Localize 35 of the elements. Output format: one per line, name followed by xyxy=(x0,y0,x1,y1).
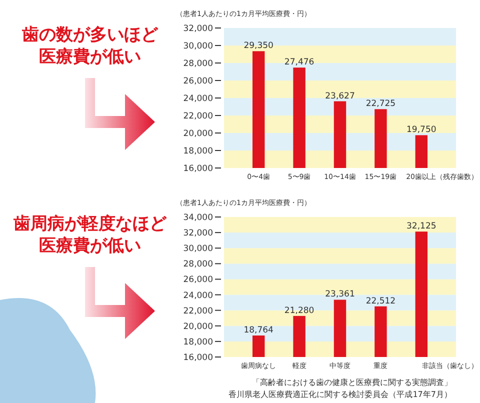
y-tick-label: 28,000 xyxy=(183,260,213,270)
data-label: 23,627 xyxy=(325,91,355,102)
y-tick-label: 26,000 xyxy=(183,275,213,286)
chart-title: 歯周病が軽度なほど xyxy=(12,214,168,234)
y-tick-label: 16,000 xyxy=(183,164,213,174)
text: 医療費が低い xyxy=(39,47,141,67)
data-label: 21,280 xyxy=(284,306,314,316)
y-tick-label: 20,000 xyxy=(183,322,213,332)
y-tick-label: 32,000 xyxy=(183,228,213,239)
text: 医療費が低い xyxy=(39,236,141,256)
data-label: 27,476 xyxy=(284,58,314,68)
data-label: 32,125 xyxy=(406,222,436,232)
data-label: 22,725 xyxy=(366,99,396,110)
y-tick-label: 18,000 xyxy=(183,146,213,156)
y-tick-label: 34,000 xyxy=(183,212,213,223)
y-tick-label: 22,000 xyxy=(183,306,213,316)
data-label: 23,361 xyxy=(325,290,355,300)
y-tick-label: 30,000 xyxy=(183,41,213,52)
data-label: 18,764 xyxy=(244,326,274,336)
y-tick-label: 24,000 xyxy=(183,94,213,104)
y-tick-label: 32,000 xyxy=(183,24,213,34)
data-label: 29,350 xyxy=(244,41,274,52)
y-tick-label: 28,000 xyxy=(183,58,213,69)
y-tick-label: 20,000 xyxy=(183,128,213,139)
data-label: 19,750 xyxy=(406,125,436,136)
text: 「高齢者における歯の健康と医療費に関する実態調査」 xyxy=(252,378,452,387)
y-tick-label: 26,000 xyxy=(183,76,213,86)
y-tick-label: 24,000 xyxy=(183,290,213,301)
data-label: 22,512 xyxy=(366,296,396,306)
y-tick-label: 16,000 xyxy=(183,352,213,363)
text: 香川県老人医療費適正化に関する検討委員会（平成17年7月） xyxy=(228,390,452,399)
chart-title: 歯の数が多いほど xyxy=(21,25,159,45)
y-tick-label: 18,000 xyxy=(183,337,213,348)
y-tick-label: 22,000 xyxy=(183,111,213,122)
y-tick-label: 30,000 xyxy=(183,244,213,254)
